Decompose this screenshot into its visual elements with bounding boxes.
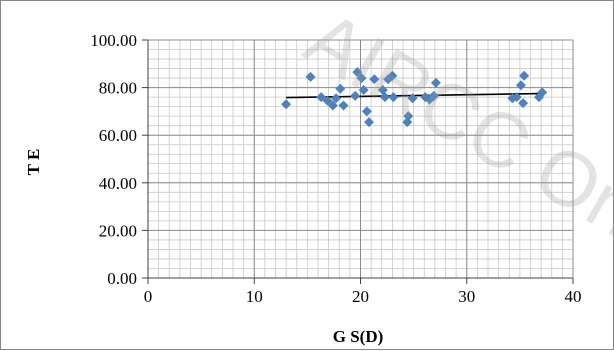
- x-tick-label: 30: [458, 287, 475, 306]
- data-points: [281, 67, 548, 128]
- data-point: [428, 90, 439, 101]
- data-point: [515, 80, 526, 91]
- x-axis-title: G S(D): [333, 327, 384, 346]
- data-point: [518, 98, 529, 109]
- data-point: [356, 73, 367, 84]
- data-point: [430, 77, 441, 88]
- data-point: [377, 84, 388, 95]
- data-point: [331, 93, 342, 104]
- x-tick-label: 10: [246, 287, 263, 306]
- x-tick-label: 40: [565, 287, 582, 306]
- data-point: [387, 70, 398, 81]
- x-tick-label: 0: [144, 287, 153, 306]
- x-tick-labels: 0 10 20 30 40: [144, 287, 582, 306]
- y-tick-label: 100.00: [90, 31, 137, 50]
- data-point: [361, 106, 372, 117]
- data-point: [335, 83, 346, 94]
- y-tick-label: 0.00: [107, 269, 137, 288]
- y-tick-label: 20.00: [99, 221, 137, 240]
- data-point: [537, 87, 548, 98]
- data-point: [364, 117, 374, 128]
- y-tick-labels: 0.00 20.00 40.00 60.00 80.00 100.00: [90, 31, 137, 288]
- data-point: [358, 84, 369, 95]
- y-tick-label: 40.00: [99, 174, 137, 193]
- axes: [142, 39, 574, 284]
- data-point: [379, 92, 390, 103]
- data-point: [305, 71, 316, 82]
- data-point: [327, 100, 338, 111]
- y-tick-label: 60.00: [99, 126, 137, 145]
- data-point: [388, 92, 399, 103]
- data-point: [519, 70, 530, 81]
- y-tick-label: 80.00: [99, 79, 137, 98]
- data-point: [350, 90, 361, 101]
- y-axis-title: T E: [24, 149, 43, 176]
- data-point: [369, 74, 380, 85]
- data-point: [352, 67, 363, 78]
- data-point: [407, 93, 418, 104]
- x-tick-label: 20: [352, 287, 369, 306]
- data-point: [281, 99, 292, 110]
- data-point: [403, 111, 414, 122]
- data-point: [511, 92, 522, 103]
- data-point: [338, 100, 349, 111]
- data-point: [322, 95, 333, 106]
